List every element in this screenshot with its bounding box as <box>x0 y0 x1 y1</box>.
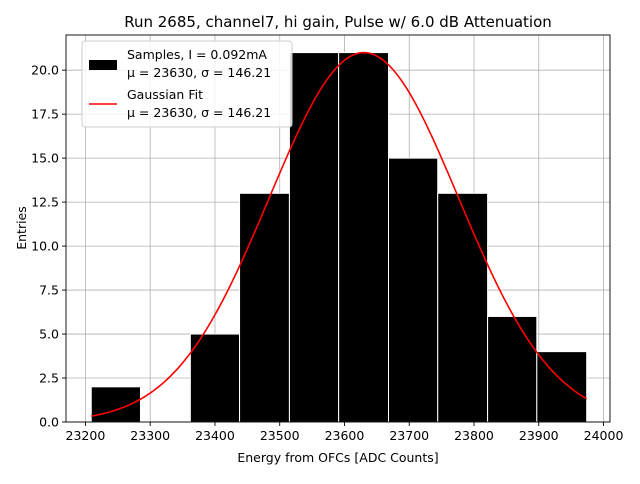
x-tick-label-4: 23600 <box>325 428 365 443</box>
x-axis-label: Energy from OFCs [ADC Counts] <box>237 450 438 465</box>
y-tick-label-5: 12.5 <box>31 195 59 210</box>
x-tick-label-2: 23400 <box>195 428 235 443</box>
legend-histogram-stats: μ = 23630, σ = 146.21 <box>127 65 271 80</box>
y-tick-label-6: 15.0 <box>31 151 59 166</box>
x-axis-ticks: 23200 23300 23400 23500 23600 23700 23800 23900… <box>66 422 624 443</box>
histogram-bar-0 <box>90 386 141 423</box>
legend-histogram-swatch <box>89 60 117 70</box>
histogram-bars <box>90 52 588 423</box>
legend-fit-label: Gaussian Fit <box>127 87 203 102</box>
histogram-bar-8 <box>487 315 538 423</box>
y-axis-ticks: 0.0 2.5 5.0 7.5 10.0 12.5 15.0 17.5 20.0 <box>31 63 66 430</box>
y-tick-label-0: 0.0 <box>39 415 59 430</box>
legend-fit-stats: μ = 23630, σ = 146.21 <box>127 105 271 120</box>
y-tick-label-3: 7.5 <box>39 283 59 298</box>
legend-box <box>81 40 293 128</box>
y-axis-label: Entries <box>14 206 29 250</box>
chart-title: Run 2685, channel7, hi gain, Pulse w/ 6.… <box>124 13 552 31</box>
y-tick-label-8: 20.0 <box>31 63 59 78</box>
histogram-bar-4 <box>288 52 340 423</box>
y-tick-label-1: 2.5 <box>39 371 59 386</box>
x-tick-label-3: 23500 <box>260 428 300 443</box>
histogram-bar-6 <box>388 157 439 423</box>
y-tick-label-7: 17.5 <box>31 107 59 122</box>
legend-histogram-label: Samples, I = 0.092mA <box>127 47 267 62</box>
y-tick-label-2: 5.0 <box>39 327 59 342</box>
x-tick-label-7: 23900 <box>519 428 559 443</box>
histogram-bar-7 <box>437 192 489 423</box>
x-tick-label-0: 23200 <box>66 428 106 443</box>
x-tick-label-6: 23800 <box>454 428 494 443</box>
y-tick-label-4: 10.0 <box>31 239 59 254</box>
x-tick-label-1: 23300 <box>130 428 170 443</box>
histogram-bar-3 <box>239 192 290 423</box>
plot-frame <box>65 34 611 423</box>
histogram-bar-5 <box>338 52 390 423</box>
histogram-bar-2 <box>189 333 241 423</box>
x-tick-label-8: 24000 <box>584 428 624 443</box>
gaussian-fit-curve <box>91 51 588 417</box>
legend: Samples, I = 0.092mA μ = 23630, σ = 146.… <box>81 40 293 128</box>
x-tick-label-5: 23700 <box>389 428 429 443</box>
